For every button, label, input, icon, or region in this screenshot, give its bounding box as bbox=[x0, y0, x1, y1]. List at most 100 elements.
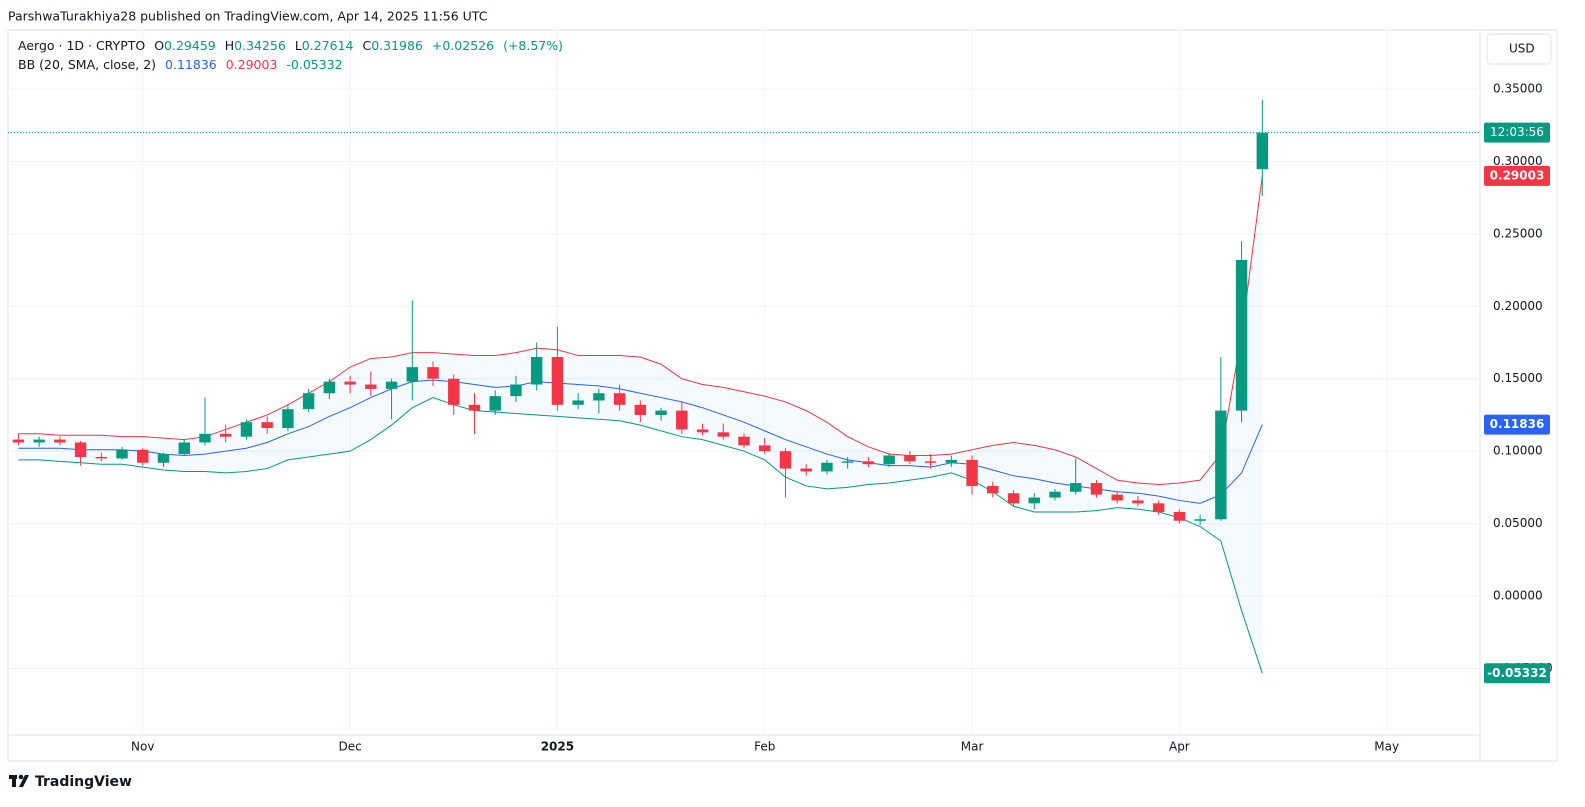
price-label: 0.11836 bbox=[1490, 417, 1545, 431]
candle-body bbox=[468, 404, 481, 411]
indicator-row: BB (20, SMA, close, 2) 0.11836 0.29003 -… bbox=[18, 57, 348, 72]
candle-body bbox=[344, 381, 356, 385]
change-pct: (+8.57%) bbox=[503, 38, 563, 53]
candle-body bbox=[448, 378, 460, 405]
candle-body bbox=[572, 400, 584, 405]
low: 0.27614 bbox=[301, 38, 354, 53]
x-tick-label: Nov bbox=[131, 740, 154, 754]
ohlc-key: O bbox=[154, 38, 165, 53]
candle-body bbox=[219, 433, 232, 437]
candle-body bbox=[116, 449, 128, 459]
lower-value: -0.05332 bbox=[286, 57, 343, 72]
candle-body bbox=[883, 455, 895, 465]
x-tick-label: Apr bbox=[1169, 740, 1190, 754]
indicator: BB (20, SMA, close, 2) bbox=[18, 57, 157, 72]
candle-body bbox=[95, 456, 107, 459]
x-tick-label: Mar bbox=[961, 740, 984, 754]
y-tick-label: 0.00000 bbox=[1493, 589, 1543, 603]
candle-body bbox=[137, 449, 149, 463]
band-fill bbox=[18, 175, 1263, 674]
logo-text: TradingView bbox=[35, 774, 132, 790]
price-label: 0.29003 bbox=[1490, 168, 1545, 182]
candle-body bbox=[904, 455, 916, 462]
open: 0.29459 bbox=[164, 38, 216, 53]
high: 0.34256 bbox=[234, 38, 286, 53]
y-tick-label: 0.25000 bbox=[1493, 226, 1543, 240]
candle-body bbox=[738, 436, 750, 446]
basis-value: 0.11836 bbox=[165, 57, 217, 72]
candle-body bbox=[1070, 483, 1082, 492]
x-tick-label: 2025 bbox=[541, 740, 574, 754]
ohlc-key: H bbox=[224, 38, 235, 53]
logo bbox=[9, 774, 29, 787]
symbol: Aergo · 1D · CRYPTO bbox=[18, 38, 146, 53]
candle-body bbox=[1090, 483, 1103, 495]
x-tick-label: Feb bbox=[754, 740, 775, 754]
candle-body bbox=[510, 384, 522, 397]
upper-value: 0.29003 bbox=[225, 57, 278, 72]
candle-body bbox=[199, 433, 211, 443]
candle-body bbox=[178, 442, 190, 455]
legend-row: Aergo · 1D · CRYPTO O0.29459 H0.34256 L0… bbox=[18, 38, 568, 53]
candle-body bbox=[1173, 512, 1186, 521]
candle-body bbox=[489, 396, 501, 411]
price-label-box bbox=[1484, 165, 1550, 186]
attribution: ParshwaTurakhiya28 published on TradingV… bbox=[8, 9, 488, 24]
y-tick-label: 0.15000 bbox=[1493, 371, 1543, 385]
candle-body bbox=[987, 485, 999, 494]
candle-body bbox=[12, 439, 25, 443]
candle-body bbox=[1007, 493, 1020, 504]
countdown-box bbox=[1484, 122, 1550, 143]
candle-body bbox=[862, 461, 875, 465]
ohlc-key: C bbox=[362, 38, 372, 53]
candle-body bbox=[759, 445, 771, 452]
candle-body bbox=[613, 393, 626, 405]
candle-body bbox=[1132, 500, 1144, 504]
band-line bbox=[18, 397, 1263, 674]
currency-button[interactable] bbox=[1486, 33, 1552, 65]
chart-frame bbox=[7, 29, 1558, 762]
candle-body bbox=[323, 381, 336, 394]
candle-body bbox=[240, 422, 253, 437]
candle-body bbox=[717, 432, 729, 437]
candle-body bbox=[365, 384, 377, 389]
price-label: -0.05332 bbox=[1487, 666, 1547, 680]
candle-body bbox=[779, 451, 792, 469]
ohlc-key: L bbox=[294, 38, 302, 53]
y-tick-label: 0.20000 bbox=[1493, 299, 1543, 313]
candle-body bbox=[427, 367, 439, 379]
candle-body bbox=[406, 367, 418, 382]
candle-body bbox=[1152, 503, 1165, 513]
y-tick-label: 0.10000 bbox=[1493, 444, 1543, 458]
candle-body bbox=[385, 381, 398, 389]
countdown: 12:03:56 bbox=[1490, 125, 1544, 139]
candle-body bbox=[945, 459, 958, 463]
candle-body bbox=[74, 442, 87, 457]
candle-body bbox=[634, 404, 647, 415]
x-tick-label: May bbox=[1374, 740, 1399, 754]
candle-body bbox=[551, 357, 564, 405]
candle-body bbox=[800, 468, 812, 472]
candle-body bbox=[33, 439, 45, 443]
candle-body bbox=[1111, 494, 1123, 501]
candle-body bbox=[655, 410, 667, 415]
close: 0.31986 bbox=[371, 38, 423, 53]
currency[interactable]: USD bbox=[1509, 42, 1535, 56]
candle-body bbox=[1049, 491, 1061, 498]
x-tick-label: Dec bbox=[338, 740, 361, 754]
candle-body bbox=[1028, 497, 1040, 504]
candle-body bbox=[530, 357, 543, 385]
candle-body bbox=[676, 410, 688, 430]
candle-body bbox=[282, 409, 294, 428]
price-label-box bbox=[1484, 663, 1550, 684]
candle-body bbox=[302, 393, 315, 410]
change: +0.02526 bbox=[431, 38, 495, 53]
candle-body bbox=[1215, 410, 1227, 520]
y-tick-label: 0.05000 bbox=[1493, 516, 1543, 530]
candle-body bbox=[1256, 132, 1269, 170]
y-tick-label: 0.30000 bbox=[1493, 154, 1543, 168]
candle-body bbox=[593, 393, 605, 401]
candle-body bbox=[966, 459, 978, 486]
candle-body bbox=[261, 422, 273, 428]
